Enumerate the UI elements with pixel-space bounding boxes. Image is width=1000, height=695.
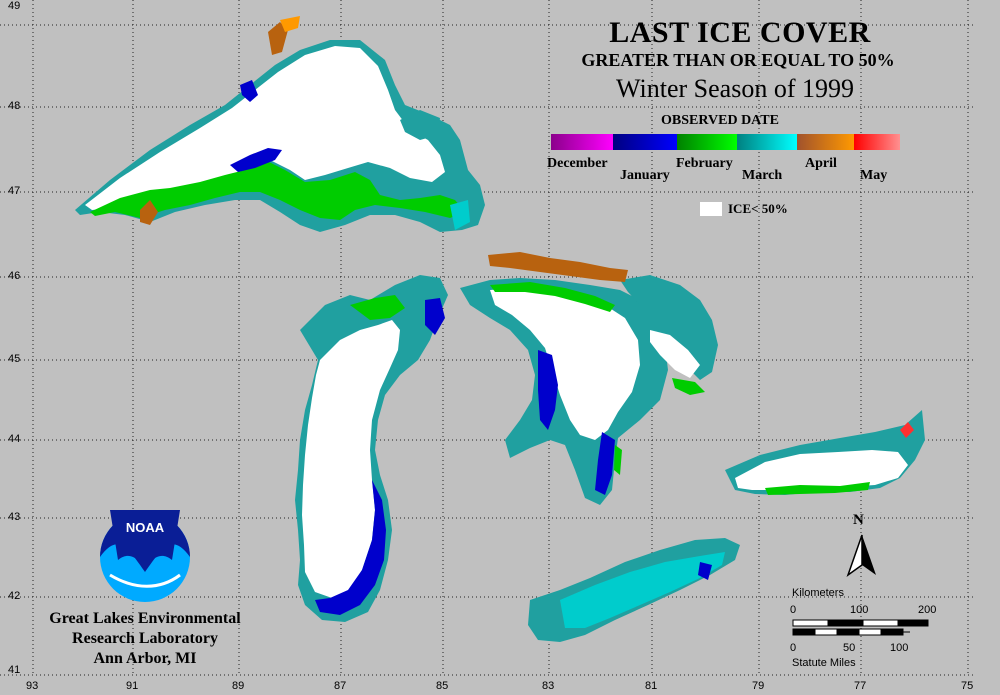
legend-label-january: January: [620, 168, 670, 183]
scale-mi-tick: 0: [790, 642, 797, 654]
legend-swatch-december: [551, 134, 613, 150]
noaa-logo-text: NOAA: [125, 520, 165, 535]
legend-swatch-january: [613, 134, 677, 150]
lat-label: 45: [8, 353, 21, 365]
map-subtitle: GREATER THAN OR EQUAL TO 50%: [581, 50, 895, 70]
legend-label-december: December: [547, 156, 608, 171]
lake-superior: [75, 16, 485, 232]
lon-label: 79: [752, 680, 765, 692]
legend-label-may: May: [860, 168, 888, 183]
lon-label: 77: [854, 680, 867, 692]
lon-label: 89: [232, 680, 245, 692]
lon-label: 81: [645, 680, 658, 692]
scale-km-label: Kilometers: [792, 587, 844, 599]
lon-label: 93: [26, 680, 39, 692]
legend-swatch-february: [677, 134, 737, 150]
legend-swatch-april: [797, 134, 854, 150]
legend-label-march: March: [742, 168, 783, 183]
scale-km-tick: 100: [850, 604, 869, 616]
lat-label: 48: [8, 100, 21, 112]
scale-bar: [792, 619, 929, 636]
org-line-3: Ann Arbor, MI: [93, 650, 197, 667]
lat-label: 46: [8, 270, 21, 282]
scale-mi-tick: 100: [890, 642, 909, 654]
noaa-logo: [100, 510, 190, 602]
lake-huron: [460, 252, 718, 505]
lat-label: 41: [8, 664, 21, 676]
lake-michigan: [295, 275, 448, 622]
lat-label: 42: [8, 590, 21, 602]
legend-ice-less-label: ICE< 50%: [728, 201, 788, 216]
season-label: Winter Season of 1999: [616, 74, 854, 103]
scale-km-tick: 0: [790, 604, 797, 616]
scale-km-tick: 200: [918, 604, 937, 616]
legend-color-bar: [551, 134, 900, 150]
lon-label: 91: [126, 680, 139, 692]
lon-label: 83: [542, 680, 555, 692]
lat-label: 47: [8, 185, 21, 197]
lake-erie: [528, 538, 740, 642]
legend-label-april: April: [805, 156, 837, 171]
lat-label: 44: [8, 433, 21, 445]
org-line-2: Research Laboratory: [72, 630, 218, 647]
north-label: N: [853, 512, 864, 528]
lake-ontario: [725, 410, 925, 495]
legend-swatch-march: [737, 134, 797, 150]
legend-label-february: February: [676, 156, 733, 171]
scale-mi-label: Statute Miles: [792, 657, 856, 669]
graticule: [0, 0, 975, 676]
lat-label: 43: [8, 511, 21, 523]
legend-swatch-may: [854, 134, 900, 150]
legend-ice-less-swatch: [700, 202, 722, 216]
lon-label: 75: [961, 680, 974, 692]
north-arrow: [846, 534, 876, 577]
lon-label: 87: [334, 680, 347, 692]
org-line-1: Great Lakes Environmental: [49, 610, 241, 627]
legend-heading: OBSERVED DATE: [661, 113, 779, 128]
scale-mi-tick: 50: [843, 642, 856, 654]
map-title: LAST ICE COVER: [609, 16, 871, 49]
lat-label: 49: [8, 0, 21, 12]
lon-label: 85: [436, 680, 449, 692]
